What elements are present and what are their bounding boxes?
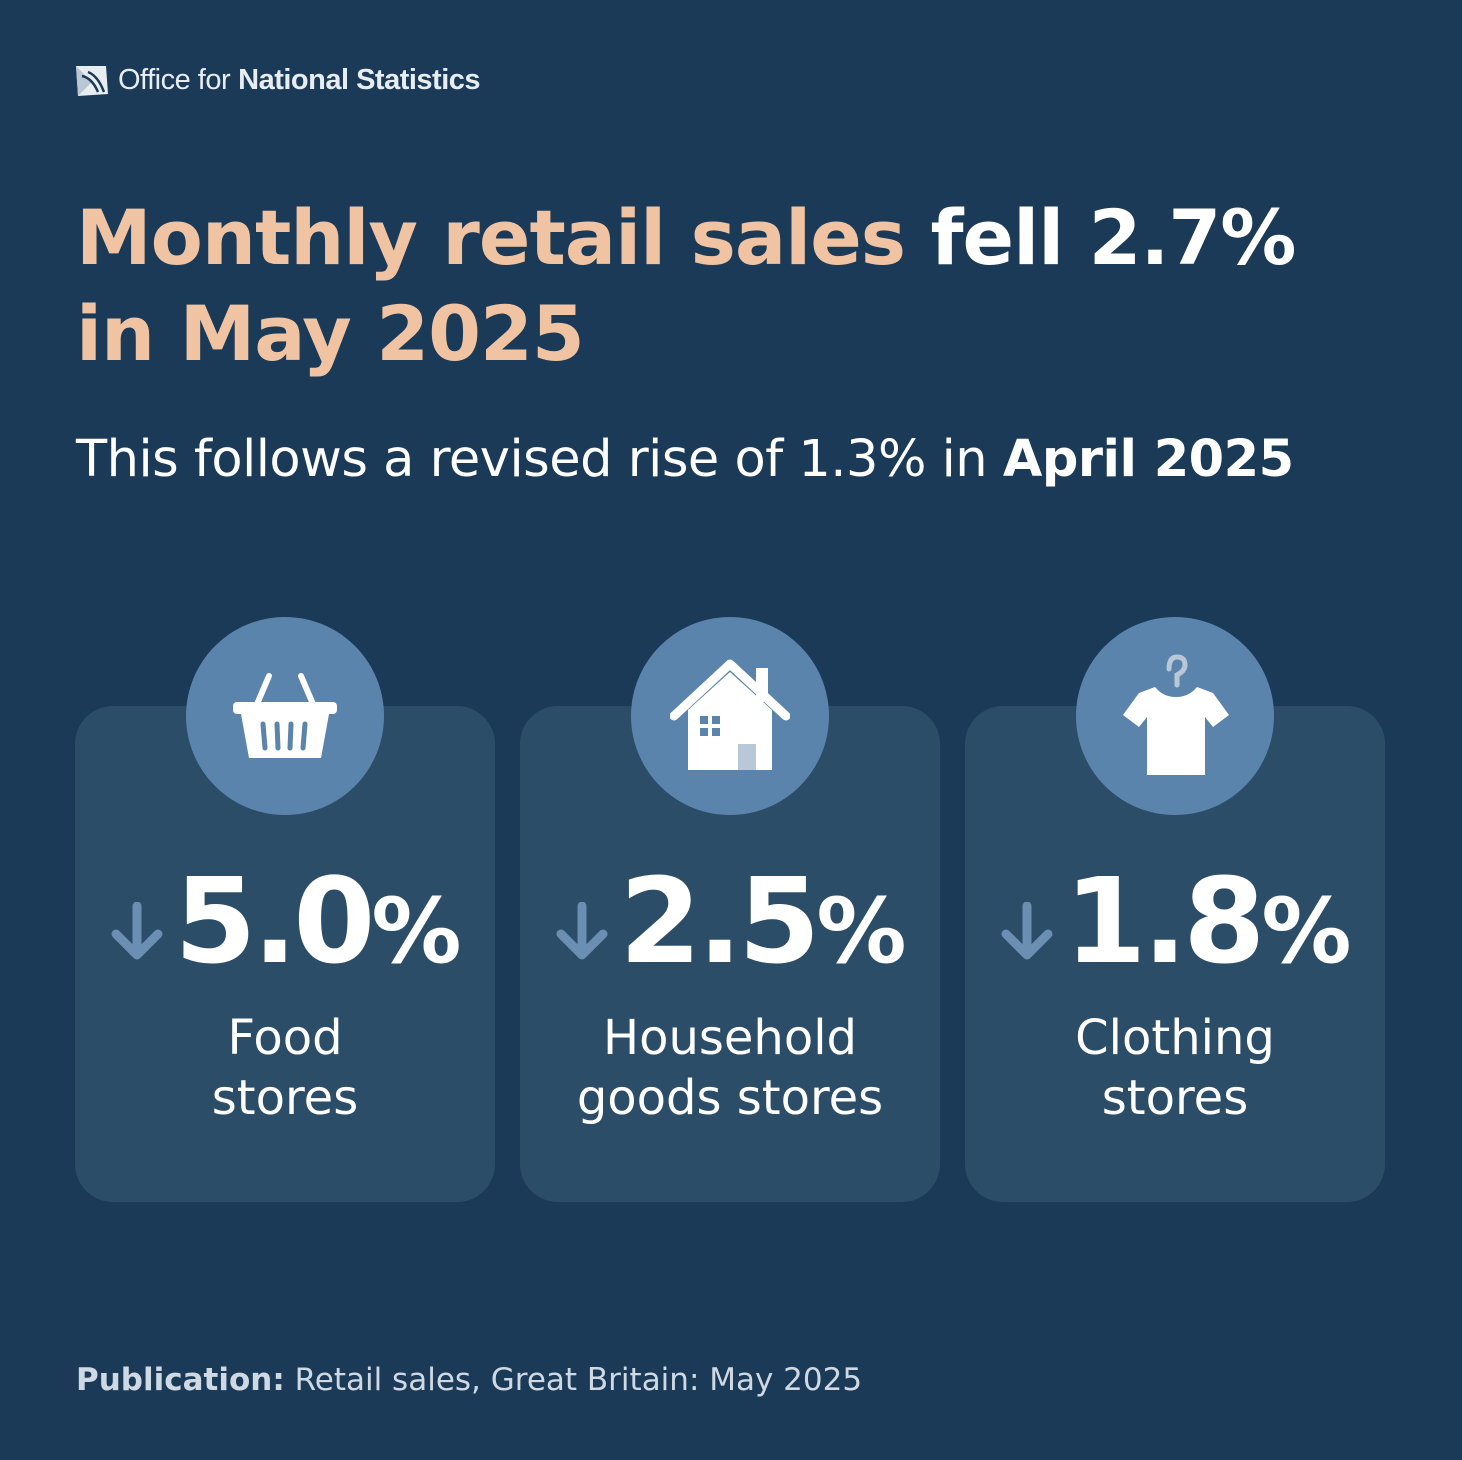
headline-highlight: Monthly retail sales	[76, 193, 906, 282]
t-shirt-icon	[1123, 654, 1229, 775]
headline-date: in May 2025	[76, 289, 585, 378]
arrow-down-icon	[111, 901, 163, 959]
icon-circle-clothing	[1076, 617, 1274, 815]
arrow-down-icon	[1001, 901, 1053, 959]
stat-value: 5.0%	[174, 852, 461, 990]
house-icon	[670, 659, 790, 770]
icon-circle-household	[631, 617, 829, 815]
ons-logo: Office for National Statistics	[74, 62, 481, 98]
subtitle-text: This follows a revised rise of 1.3% in	[76, 430, 1003, 489]
stat-label: Food stores	[211, 1010, 359, 1126]
publication-footer: Publication: Retail sales, Great Britain…	[76, 1362, 862, 1398]
headline-fell: fell 2.7%	[905, 193, 1296, 282]
stat-row: 2.5%	[520, 856, 940, 997]
headline: Monthly retail sales fell 2.7% in May 20…	[76, 190, 1416, 382]
stat-value: 2.5%	[619, 852, 906, 990]
shopping-basket-icon	[233, 673, 337, 758]
ons-logo-icon	[76, 66, 108, 96]
brand-prefix: Office for	[118, 63, 231, 96]
stat-row: 1.8%	[965, 856, 1385, 997]
stat-label: Household goods stores	[576, 1010, 884, 1126]
brand-name: National Statistics	[238, 63, 481, 96]
subtitle: This follows a revised rise of 1.3% in A…	[76, 428, 1294, 492]
subtitle-bold: April 2025	[1002, 430, 1294, 489]
footer-label: Publication:	[76, 1362, 285, 1398]
footer-text: Retail sales, Great Britain: May 2025	[284, 1362, 863, 1398]
stat-row: 5.0%	[75, 856, 495, 997]
stat-label: Clothing stores	[1075, 1010, 1275, 1126]
icon-circle-food	[186, 617, 384, 815]
arrow-down-icon	[556, 901, 608, 959]
stat-value: 1.8%	[1064, 852, 1351, 990]
